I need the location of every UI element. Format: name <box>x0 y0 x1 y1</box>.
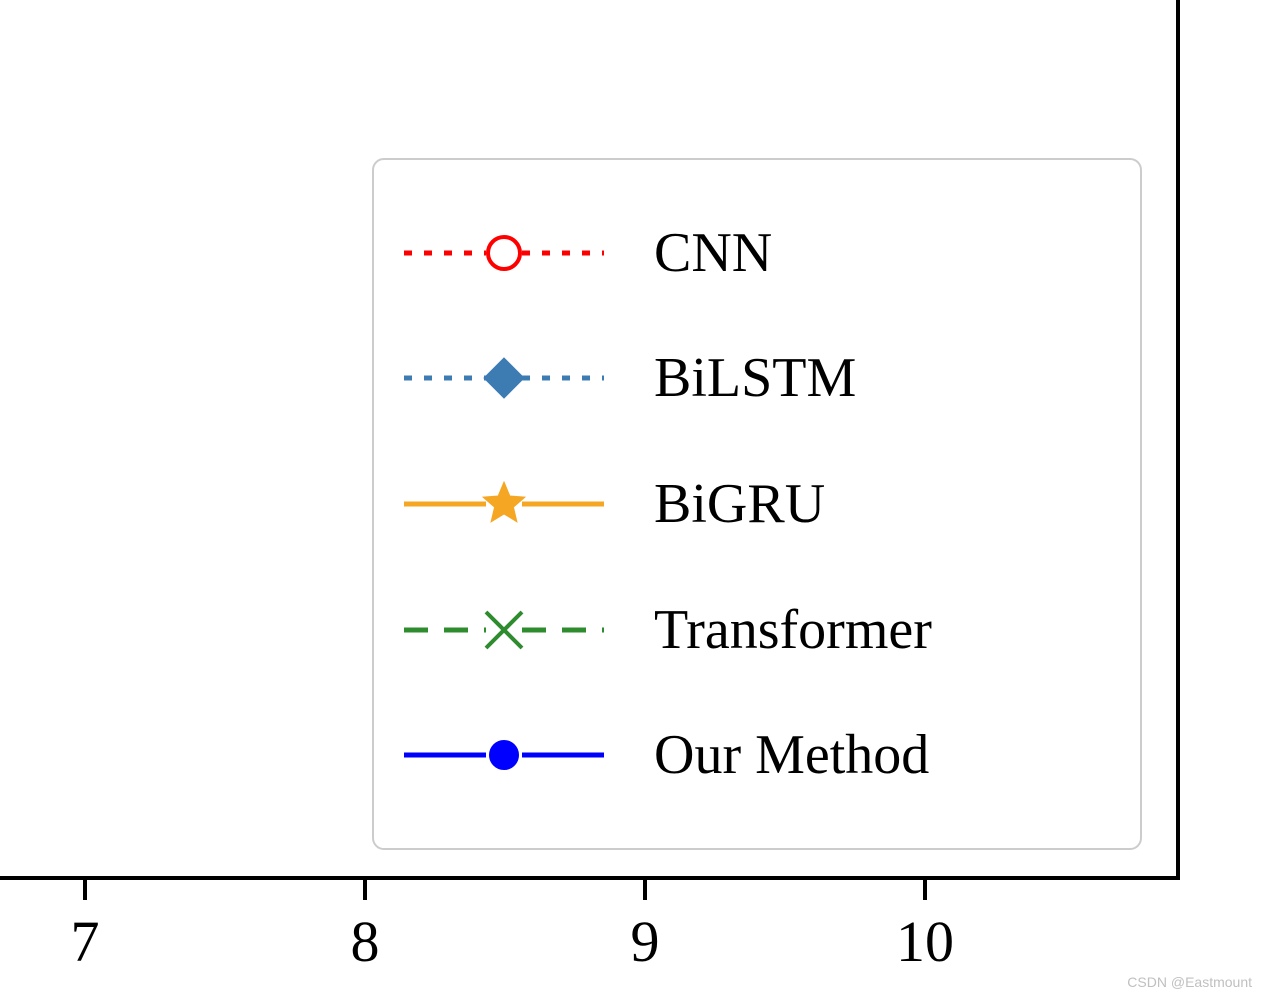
x-tick-label: 9 <box>631 908 660 975</box>
legend-sample-bigru <box>404 479 604 529</box>
x-tick <box>83 880 87 900</box>
x-tick-label: 7 <box>71 908 100 975</box>
legend-item-cnn: CNN <box>404 193 1110 313</box>
x-tick <box>363 880 367 900</box>
legend-label-bigru: BiGRU <box>654 472 825 536</box>
legend-label-cnn: CNN <box>654 221 772 285</box>
legend-sample-ourmethod <box>404 730 604 780</box>
x-axis-line <box>0 876 1180 880</box>
legend-item-ourmethod: Our Method <box>404 695 1110 815</box>
legend-label-ourmethod: Our Method <box>654 723 929 787</box>
legend-item-transformer: Transformer <box>404 570 1110 690</box>
watermark-text: CSDN @Eastmount <box>1127 974 1252 990</box>
chart-plot-area: 7 8 9 10 CNN BiLSTM BiGRU Transformer Our M… <box>0 0 1262 995</box>
y-axis-line <box>1176 0 1180 880</box>
x-tick-label: 8 <box>351 908 380 975</box>
legend-label-bilstm: BiLSTM <box>654 346 856 410</box>
x-tick <box>643 880 647 900</box>
chart-legend: CNN BiLSTM BiGRU Transformer Our Method <box>372 158 1142 850</box>
legend-sample-bilstm <box>404 353 604 403</box>
x-tick-label: 10 <box>896 908 954 975</box>
legend-item-bilstm: BiLSTM <box>404 318 1110 438</box>
legend-sample-cnn <box>404 228 604 278</box>
x-tick <box>923 880 927 900</box>
legend-label-transformer: Transformer <box>654 598 932 662</box>
legend-item-bigru: BiGRU <box>404 444 1110 564</box>
legend-sample-transformer <box>404 605 604 655</box>
